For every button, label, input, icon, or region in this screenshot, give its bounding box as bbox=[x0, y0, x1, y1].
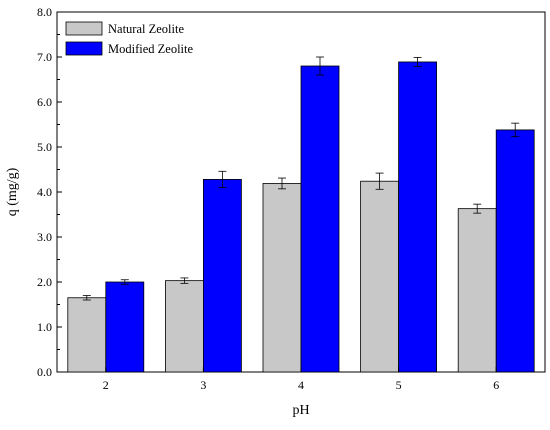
y-tick-label: 2.0 bbox=[37, 275, 52, 289]
error-bars-group bbox=[82, 56, 520, 301]
y-tick-label: 5.0 bbox=[37, 140, 52, 154]
legend-label-modified-zeolite: Modified Zeolite bbox=[108, 42, 193, 56]
y-tick-label: 0.0 bbox=[37, 365, 52, 379]
y-tick-label: 4.0 bbox=[37, 185, 52, 199]
legend-label-natural-zeolite: Natural Zeolite bbox=[108, 22, 184, 36]
y-tick-label: 3.0 bbox=[37, 230, 52, 244]
bar-natural-zeolite-ph-6 bbox=[457, 208, 497, 373]
bar-natural-zeolite-ph-5 bbox=[360, 180, 400, 373]
x-axis-title: pH bbox=[292, 403, 309, 418]
bar-modified-zeolite-ph-3 bbox=[202, 178, 242, 373]
y-tick-label: 8.0 bbox=[37, 5, 52, 19]
x-tick-label: 3 bbox=[200, 378, 206, 392]
bar-modified-zeolite-ph-6 bbox=[495, 129, 535, 373]
x-tick-label: 6 bbox=[493, 378, 499, 392]
legend-swatch-natural-zeolite bbox=[65, 21, 103, 36]
y-axis-ticks: 0.0 1.0 2.0 3.0 4.0 5.0 6.0 7.0 8.0 bbox=[37, 5, 62, 379]
x-axis-ticks: 2 3 4 5 6 bbox=[103, 367, 499, 392]
bar-modified-zeolite-ph-4 bbox=[300, 65, 340, 373]
y-tick-label: 1.0 bbox=[37, 320, 52, 334]
x-tick-label: 2 bbox=[103, 378, 109, 392]
bar-natural-zeolite-ph-4 bbox=[262, 183, 302, 373]
x-tick-label: 4 bbox=[298, 378, 304, 392]
bar-modified-zeolite-ph-2 bbox=[105, 281, 145, 373]
bar-modified-zeolite-ph-5 bbox=[398, 61, 438, 373]
y-axis-title: q (mg/g) bbox=[5, 167, 20, 216]
x-tick-label: 5 bbox=[396, 378, 402, 392]
legend: Natural Zeolite Modified Zeolite bbox=[65, 21, 193, 56]
legend-swatch-modified-zeolite bbox=[65, 41, 103, 56]
bar-natural-zeolite-ph-2 bbox=[67, 297, 107, 373]
y-tick-label: 7.0 bbox=[37, 50, 52, 64]
bars-group bbox=[67, 61, 535, 373]
y-tick-label: 6.0 bbox=[37, 95, 52, 109]
bar-natural-zeolite-ph-3 bbox=[164, 280, 204, 373]
